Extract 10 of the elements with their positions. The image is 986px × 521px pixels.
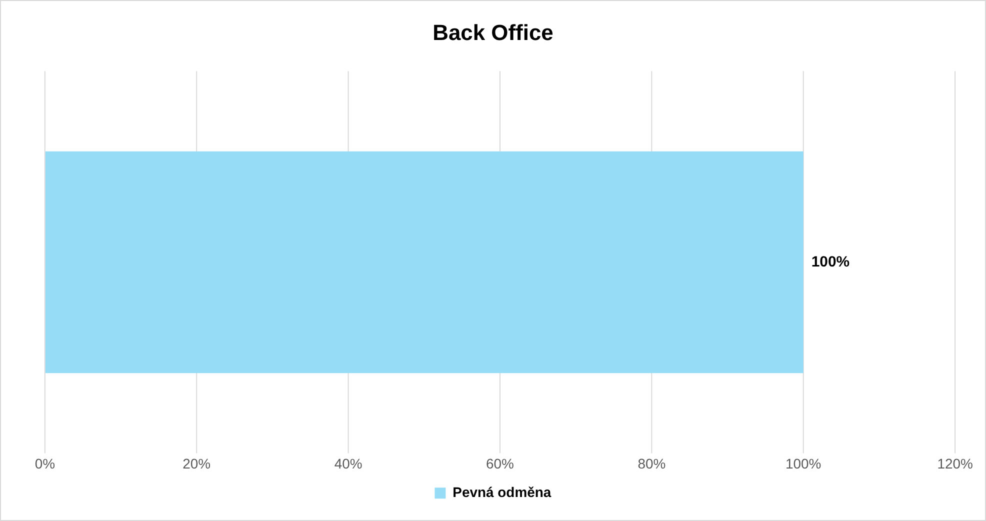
x-tick-label: 60% [486, 456, 514, 472]
x-tick-label: 20% [182, 456, 211, 472]
data-label: 100% [811, 253, 850, 270]
x-tick-label: 120% [937, 456, 973, 472]
legend-label: Pevná odměna [452, 484, 552, 500]
x-tick-label: 0% [34, 456, 55, 472]
x-tick-label: 80% [638, 456, 666, 472]
x-tick-label: 100% [786, 456, 822, 472]
x-tick-label: 40% [334, 456, 362, 472]
chart-title: Back Office [432, 20, 554, 46]
